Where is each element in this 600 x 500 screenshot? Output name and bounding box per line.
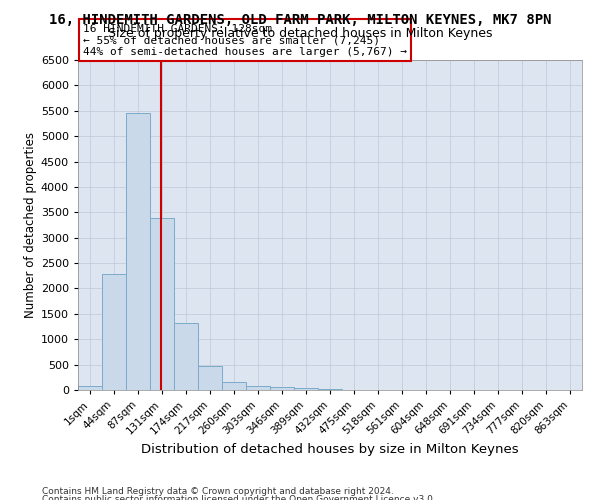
Bar [102, 274, 126, 390]
Bar [78, 386, 102, 390]
Y-axis label: Number of detached properties: Number of detached properties [23, 132, 37, 318]
Bar [150, 218, 174, 390]
Bar [246, 386, 270, 390]
Text: 16 HINDEMITH GARDENS: 128sqm
← 55% of detached houses are smaller (7,245)
44% of: 16 HINDEMITH GARDENS: 128sqm ← 55% of de… [83, 24, 407, 56]
Bar [198, 366, 222, 390]
Bar [222, 382, 246, 390]
Bar [270, 388, 294, 390]
Text: 16, HINDEMITH GARDENS, OLD FARM PARK, MILTON KEYNES, MK7 8PN: 16, HINDEMITH GARDENS, OLD FARM PARK, MI… [49, 12, 551, 26]
X-axis label: Distribution of detached houses by size in Milton Keynes: Distribution of detached houses by size … [141, 443, 519, 456]
Text: Contains HM Land Registry data © Crown copyright and database right 2024.: Contains HM Land Registry data © Crown c… [42, 488, 394, 496]
Bar [126, 114, 150, 390]
Text: Contains public sector information licensed under the Open Government Licence v3: Contains public sector information licen… [42, 495, 436, 500]
Bar [174, 323, 198, 390]
Text: Size of property relative to detached houses in Milton Keynes: Size of property relative to detached ho… [108, 28, 492, 40]
Bar [294, 388, 318, 390]
